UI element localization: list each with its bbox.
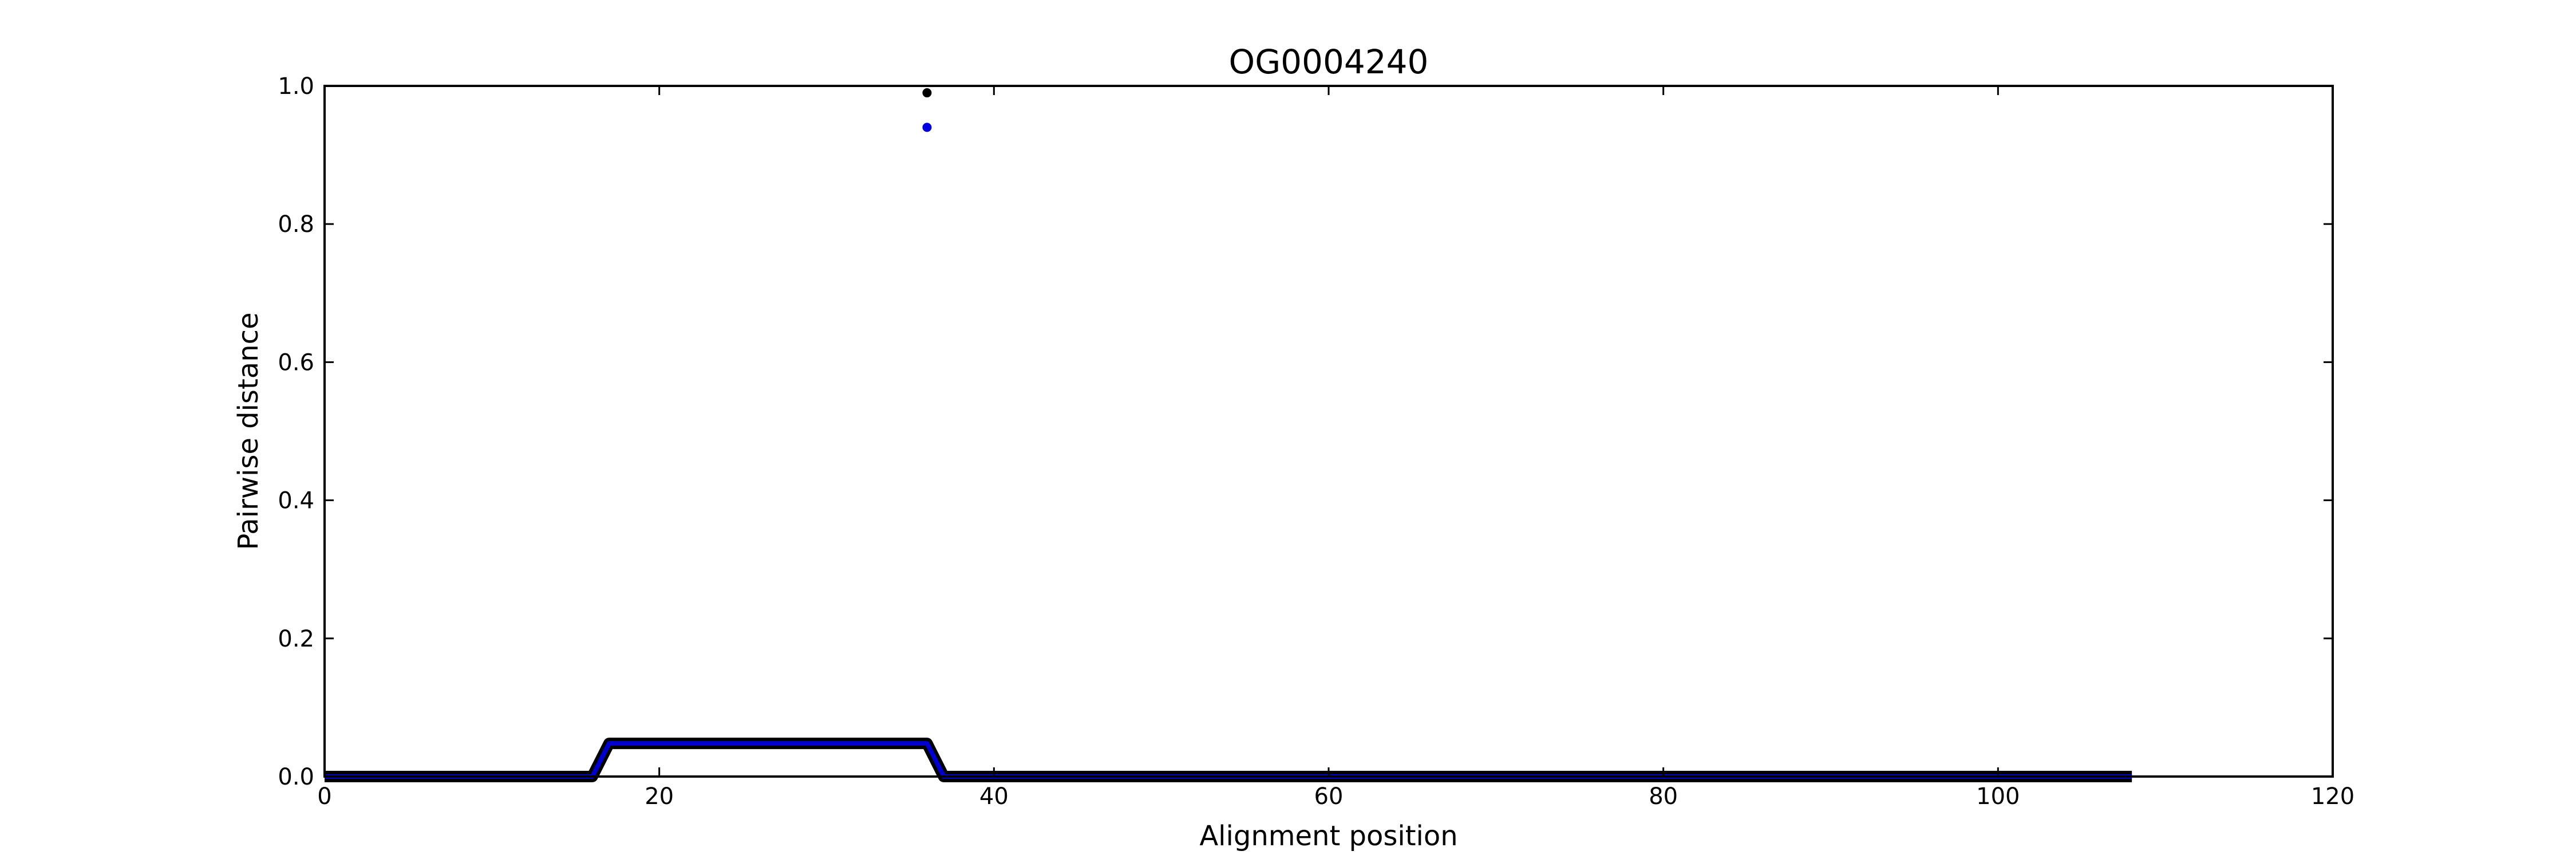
y-tick-label-3: 0.6 [278, 349, 314, 376]
plot-frame [323, 85, 2334, 778]
x-tick-label-2: 40 [979, 783, 1009, 810]
y-tick-label-0: 0.0 [278, 764, 314, 790]
y-tick-label-1: 0.2 [278, 626, 314, 652]
scatter-point-2-0 [922, 88, 932, 98]
y-tick-label-4: 0.8 [278, 211, 314, 238]
scatter-point-3-0 [922, 123, 932, 132]
y-axis-title: Pairwise distance [232, 312, 264, 550]
x-tick-label-5: 100 [1976, 783, 2020, 810]
x-axis-title: Alignment position [1199, 820, 1457, 852]
x-tick-label-1: 20 [645, 783, 674, 810]
x-tick-label-4: 80 [1649, 783, 1678, 810]
y-tick-label-2: 0.4 [278, 488, 314, 514]
plot-layer [325, 88, 2132, 782]
tick-layer: 0 20 40 60 80 100 120 0.0 0.2 0.4 0.6 0.8 1.0 [278, 73, 2354, 810]
x-tick-label-6: 120 [2311, 783, 2354, 810]
x-tick-label-0: 0 [317, 783, 331, 810]
y-tick-label-5: 1.0 [278, 73, 314, 100]
x-tick-label-3: 60 [1314, 783, 1344, 810]
chart-title: OG0004240 [1229, 42, 1429, 81]
